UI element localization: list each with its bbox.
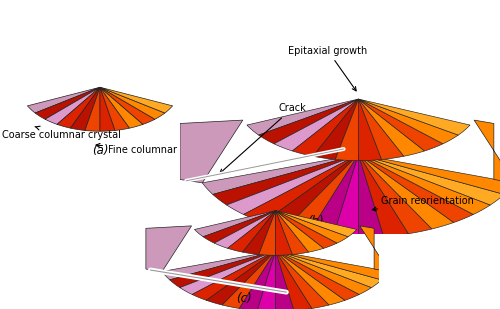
Polygon shape [276, 210, 292, 255]
Polygon shape [214, 210, 276, 248]
Polygon shape [100, 87, 165, 119]
Polygon shape [274, 99, 358, 151]
Polygon shape [285, 154, 358, 234]
Polygon shape [276, 210, 357, 237]
Polygon shape [333, 154, 358, 238]
Polygon shape [226, 154, 358, 214]
Text: (a): (a) [92, 144, 108, 157]
Polygon shape [358, 154, 454, 229]
Polygon shape [358, 154, 490, 214]
Polygon shape [100, 87, 172, 113]
Polygon shape [100, 87, 155, 124]
Polygon shape [162, 251, 276, 280]
Polygon shape [358, 99, 443, 151]
Polygon shape [70, 87, 100, 130]
Polygon shape [276, 210, 324, 252]
Polygon shape [358, 99, 470, 135]
Polygon shape [228, 210, 276, 252]
Polygon shape [358, 154, 432, 234]
Polygon shape [259, 210, 276, 255]
Polygon shape [180, 251, 276, 294]
Text: (c): (c) [236, 292, 252, 305]
Text: Crack: Crack [220, 103, 306, 173]
Polygon shape [276, 251, 382, 288]
Polygon shape [276, 251, 389, 280]
Polygon shape [247, 99, 358, 135]
Polygon shape [358, 99, 458, 144]
Polygon shape [194, 210, 276, 237]
Text: Fine columnar crystal: Fine columnar crystal [96, 143, 213, 154]
Polygon shape [45, 87, 100, 124]
Polygon shape [222, 251, 276, 308]
Polygon shape [276, 251, 345, 305]
Polygon shape [180, 120, 243, 183]
Polygon shape [100, 87, 143, 128]
Polygon shape [358, 154, 408, 237]
Polygon shape [258, 99, 358, 144]
Polygon shape [358, 154, 500, 194]
Polygon shape [213, 154, 358, 205]
Polygon shape [100, 87, 115, 131]
Polygon shape [203, 210, 276, 243]
Polygon shape [276, 251, 294, 309]
Polygon shape [358, 99, 382, 161]
Polygon shape [263, 154, 358, 229]
Polygon shape [313, 99, 358, 159]
Polygon shape [358, 99, 404, 159]
Polygon shape [360, 226, 389, 272]
Polygon shape [276, 210, 337, 248]
Polygon shape [35, 87, 100, 119]
Polygon shape [206, 251, 276, 305]
Polygon shape [244, 154, 358, 222]
Text: (b): (b) [307, 214, 324, 228]
Polygon shape [258, 251, 276, 309]
Polygon shape [308, 154, 358, 237]
Polygon shape [292, 99, 358, 156]
Polygon shape [242, 210, 276, 255]
Polygon shape [240, 251, 276, 309]
Polygon shape [276, 210, 348, 243]
Polygon shape [276, 210, 308, 255]
Polygon shape [276, 251, 312, 309]
Polygon shape [192, 251, 276, 300]
Polygon shape [146, 226, 192, 272]
Polygon shape [276, 251, 372, 294]
Polygon shape [474, 120, 500, 183]
Polygon shape [28, 87, 100, 113]
Polygon shape [276, 251, 329, 308]
Polygon shape [358, 154, 384, 238]
Polygon shape [85, 87, 100, 131]
Polygon shape [276, 251, 359, 300]
Text: Coarse columnar crystal: Coarse columnar crystal [2, 126, 122, 140]
Text: Grain reorientation: Grain reorientation [372, 196, 474, 211]
Polygon shape [358, 99, 424, 156]
Polygon shape [100, 87, 130, 130]
Polygon shape [202, 154, 358, 194]
Polygon shape [336, 99, 358, 161]
Polygon shape [358, 154, 474, 222]
Polygon shape [170, 251, 276, 288]
Polygon shape [57, 87, 100, 128]
Text: Epitaxial growth: Epitaxial growth [288, 45, 368, 91]
Polygon shape [358, 154, 500, 205]
